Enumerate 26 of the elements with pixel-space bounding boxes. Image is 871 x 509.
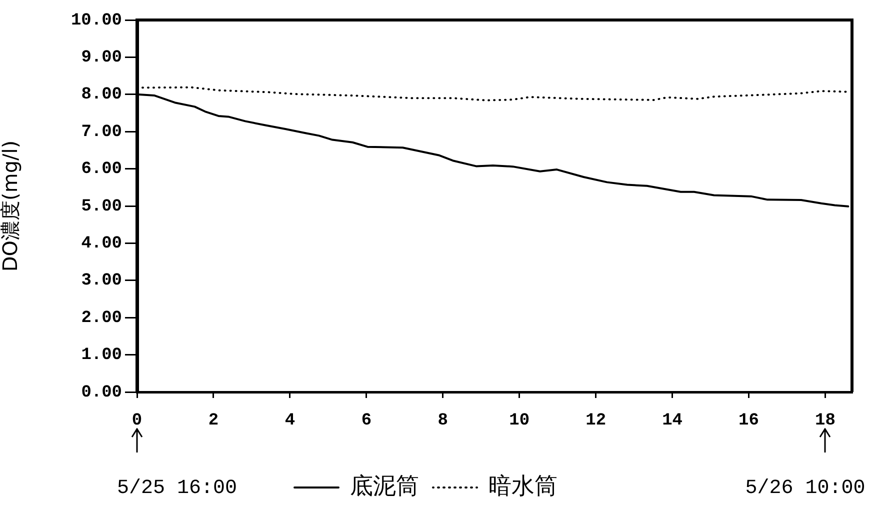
y-tick-label: 7.00 xyxy=(81,122,122,142)
y-tick-label: 1.00 xyxy=(81,346,122,366)
x-tick-label: 6 xyxy=(361,411,372,430)
text: 5/25 16:00 xyxy=(117,476,238,500)
y-tick-label: 5.00 xyxy=(81,197,122,216)
y-tick-label: 3.00 xyxy=(81,272,122,291)
y-axis-title: DO濃度(mg/l) xyxy=(0,140,22,272)
y-tick-label: 10.00 xyxy=(70,11,122,30)
x-tick-label: 8 xyxy=(438,411,448,430)
x-tick-label: 4 xyxy=(284,411,296,430)
y-tick-label: 4.00 xyxy=(81,234,122,254)
x-tick-label: 12 xyxy=(586,411,606,430)
x-tick-label: 2 xyxy=(208,411,219,430)
x-tick-label: 10 xyxy=(509,411,530,430)
x-tick-label: 14 xyxy=(662,411,682,430)
y-tick-label: 9.00 xyxy=(81,48,122,68)
x-tick-label: 0 xyxy=(132,411,142,430)
y-tick-label: 2.00 xyxy=(81,308,122,328)
x-tick-label: 18 xyxy=(815,411,836,430)
text: 5/26 10:00 xyxy=(745,476,866,500)
x-tick-label: 16 xyxy=(738,411,759,430)
y-tick-label: 6.00 xyxy=(81,160,122,180)
y-tick-label: 8.00 xyxy=(81,86,122,105)
legend-label: 底泥筒 xyxy=(350,473,419,500)
y-tick-label: 0.00 xyxy=(81,383,122,402)
legend-label: 暗水筒 xyxy=(488,473,558,500)
